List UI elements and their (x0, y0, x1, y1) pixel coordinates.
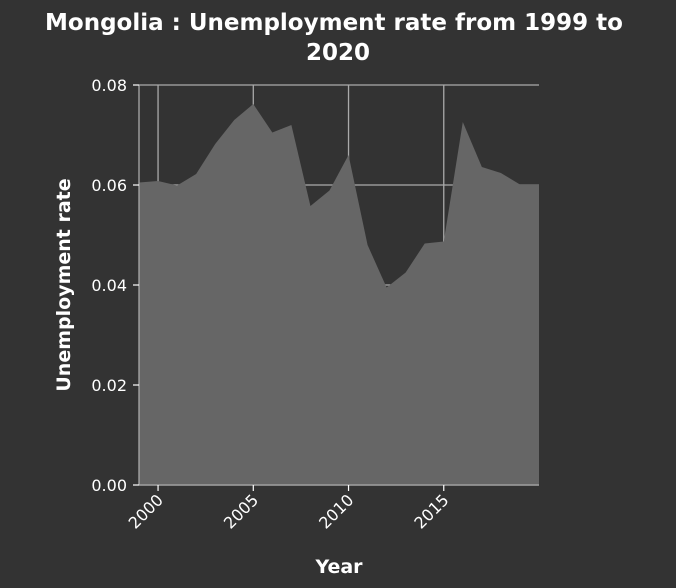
y-tick-label-0.02: 0.02 (91, 376, 127, 395)
axes: 0.00 0.02 0.04 0.06 0.08 2000 2005 2010 2015 (91, 76, 539, 533)
x-tick-label-2010: 2010 (315, 490, 357, 532)
area-fill (139, 104, 539, 485)
area-series (139, 104, 539, 485)
y-axis-label: Unemployment rate (53, 178, 75, 391)
chart-title: Mongolia : Unemployment rate from 1999 t… (45, 10, 631, 66)
y-tick-label-0.00: 0.00 (91, 476, 127, 495)
y-tick-label-0.04: 0.04 (91, 276, 127, 295)
x-axis-label: Year (314, 556, 363, 578)
x-tick-label-2005: 2005 (220, 490, 262, 532)
chart-title-line-2: 2020 (306, 40, 370, 66)
x-tick-label-2015: 2015 (410, 490, 452, 532)
y-tick-label-0.06: 0.06 (91, 176, 127, 195)
x-tick-label-2000: 2000 (125, 490, 167, 532)
y-tick-label-0.08: 0.08 (91, 76, 127, 95)
chart-title-line-1: Mongolia : Unemployment rate from 1999 t… (45, 10, 623, 36)
